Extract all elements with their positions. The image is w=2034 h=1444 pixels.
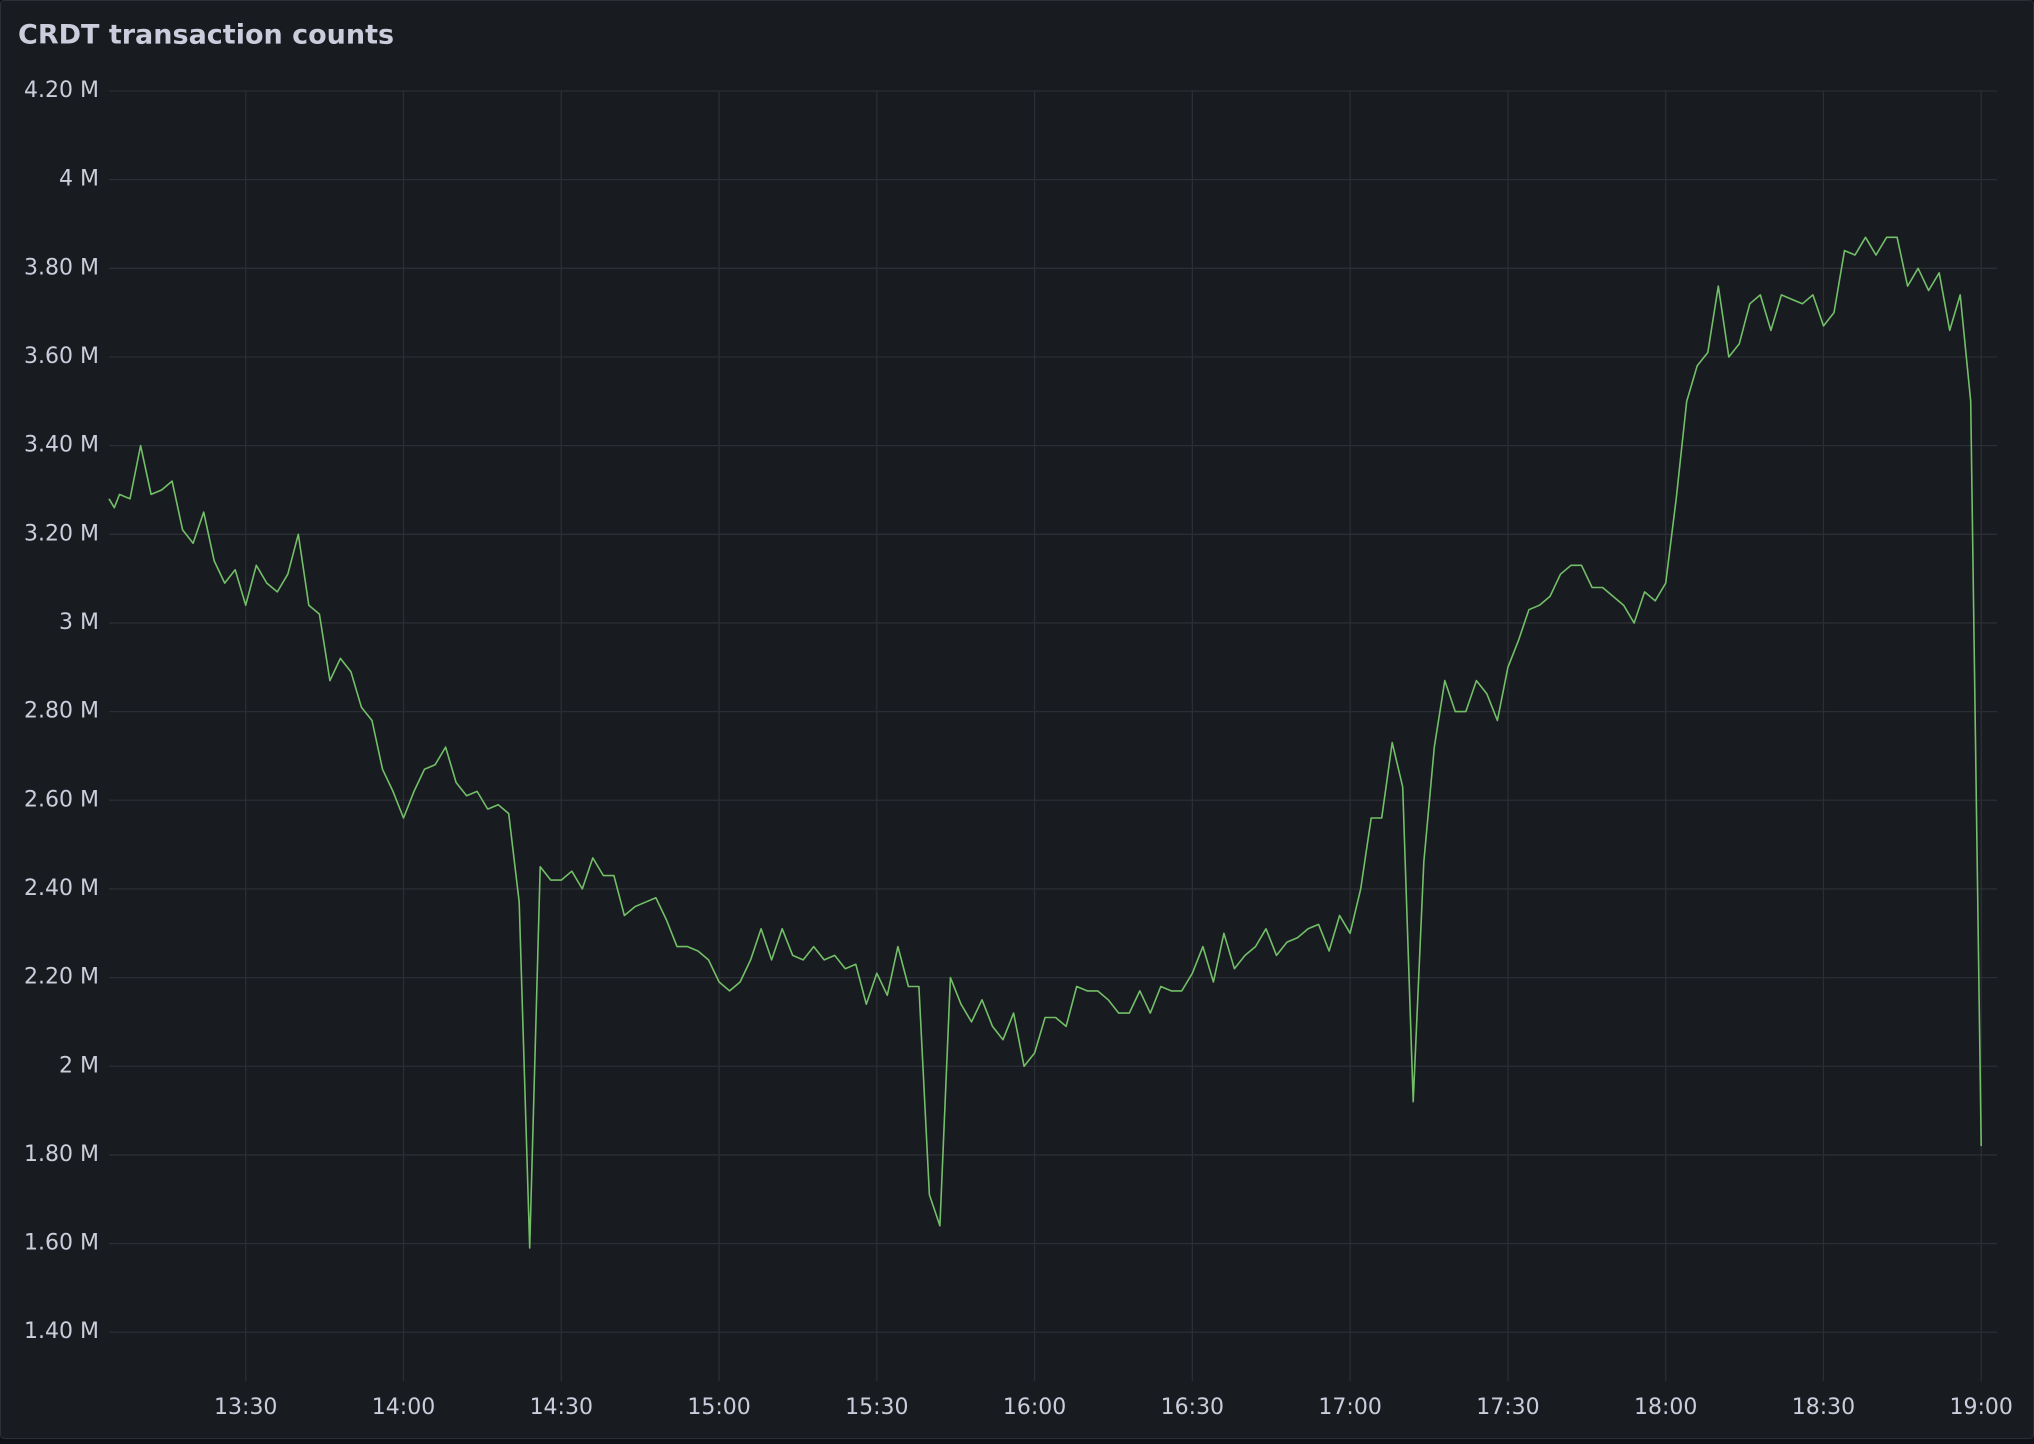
y-tick-label: 2.40 M — [24, 876, 99, 901]
x-tick-label: 17:00 — [1318, 1395, 1381, 1420]
x-tick-label: 13:30 — [214, 1395, 277, 1420]
y-tick-label: 3.80 M — [24, 255, 99, 280]
x-tick-label: 14:30 — [530, 1395, 593, 1420]
y-tick-label: 4 M — [59, 167, 99, 192]
y-tick-label: 3.20 M — [24, 521, 99, 546]
y-tick-label: 1.60 M — [24, 1231, 99, 1256]
x-tick-label: 15:30 — [845, 1395, 908, 1420]
x-tick-label: 14:00 — [372, 1395, 435, 1420]
x-tick-label: 16:00 — [1003, 1395, 1066, 1420]
y-tick-label: 2.60 M — [24, 787, 99, 812]
series-line — [108, 236, 1982, 1249]
x-tick-label: 18:30 — [1792, 1395, 1855, 1420]
x-tick-label: 15:00 — [687, 1395, 750, 1420]
chart-title: CRDT transaction counts — [18, 20, 394, 51]
y-tick-label: 3.40 M — [24, 433, 99, 458]
y-tick-label: 1.40 M — [24, 1319, 99, 1344]
y-tick-label: 3.60 M — [24, 344, 99, 369]
x-tick-label: 19:00 — [1950, 1395, 2013, 1420]
y-tick-label: 2.20 M — [24, 965, 99, 990]
y-tick-label: 2 M — [59, 1053, 99, 1078]
y-tick-label: 1.80 M — [24, 1142, 99, 1167]
x-tick-label: 17:30 — [1476, 1395, 1539, 1420]
x-tick-label: 16:30 — [1161, 1395, 1224, 1420]
x-tick-label: 18:00 — [1634, 1395, 1697, 1420]
y-tick-label: 3 M — [59, 610, 99, 635]
y-tick-label: 4.20 M — [24, 78, 99, 103]
y-tick-label: 2.80 M — [24, 699, 99, 724]
